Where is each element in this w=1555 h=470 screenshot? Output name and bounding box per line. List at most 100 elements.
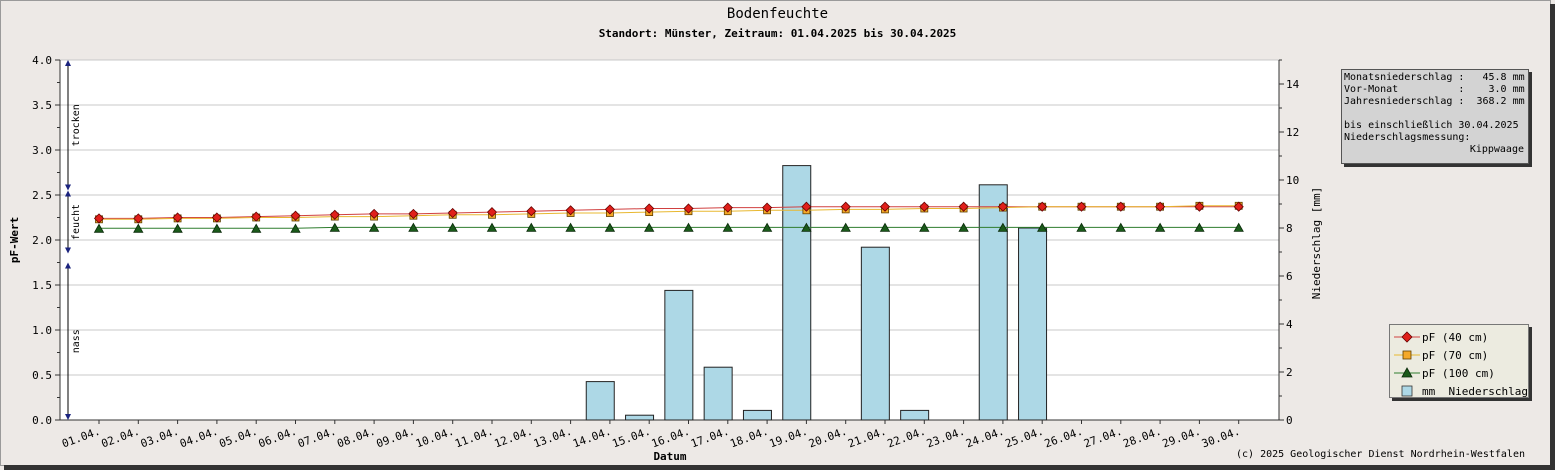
diamond-point <box>1076 201 1087 212</box>
x-tick-label: 28.04. <box>1121 425 1163 451</box>
info-measurement-label: Niederschlagsmessung: <box>1344 132 1471 143</box>
triangle-point <box>997 222 1009 232</box>
diamond-point <box>1155 201 1166 212</box>
y-tick-label: 2.0 <box>32 234 52 247</box>
legend-item-rain: mm Niederschlag <box>1390 383 1528 401</box>
y-tick-label: 4.0 <box>32 54 52 67</box>
triangle-point <box>447 222 458 232</box>
x-tick-label: 16.04. <box>650 425 692 451</box>
triangle-point <box>1076 222 1087 232</box>
diamond-point <box>369 208 380 219</box>
triangle-point <box>93 223 105 233</box>
y2-axis-title: Niederschlag [mm] <box>1310 187 1323 300</box>
precip-bar <box>742 409 772 421</box>
triangle-point <box>840 222 851 232</box>
diamond-point <box>133 213 144 224</box>
y-tick-label: 3.5 <box>32 99 52 112</box>
info-monthly-value: 45.8 mm <box>1482 72 1525 83</box>
triangle-point <box>1115 222 1126 232</box>
triangle-point <box>683 222 694 232</box>
triangle-point <box>958 222 969 232</box>
triangle-point <box>329 222 340 232</box>
x-tick-label: 02.04. <box>100 425 142 451</box>
copyright-text: (c) 2025 Geologischer Dienst Nordrhein-W… <box>1236 449 1525 460</box>
zone-arrow-down-icon <box>65 184 71 191</box>
diamond-point <box>211 212 222 223</box>
chart-legend: pF (40 cm) pF (70 cm) pF (100 cm) mm Nie… <box>1389 324 1529 398</box>
y-tick-label: 0.0 <box>32 414 52 427</box>
diamond-point <box>840 201 851 212</box>
triangle-point <box>879 222 891 232</box>
triangle-point <box>526 222 537 232</box>
diamond-point <box>1115 201 1126 212</box>
zone-label: nass <box>71 329 82 353</box>
diamond-point <box>486 207 498 218</box>
x-tick-label: 18.04. <box>728 425 770 451</box>
triangle-point <box>290 223 301 233</box>
y-axis-title: pF-Wert <box>8 217 21 263</box>
x-tick-label: 13.04. <box>532 425 574 451</box>
x-tick-label: 22.04. <box>886 425 928 451</box>
y-tick-label: 1.5 <box>32 279 52 292</box>
triangle-point <box>761 222 773 232</box>
precip-bar <box>860 246 890 421</box>
diamond-point <box>1194 201 1205 212</box>
precip-bar <box>585 381 615 421</box>
x-tick-label: 12.04. <box>493 425 535 451</box>
info-until: bis einschließlich 30.04.2025 <box>1344 120 1519 131</box>
info-yearly-value: 368.2 mm <box>1476 96 1525 107</box>
diamond-point <box>565 205 576 216</box>
zone-arrow-down-icon <box>65 414 71 420</box>
x-tick-label: 09.04. <box>375 425 417 451</box>
triangle-point <box>368 222 380 232</box>
zone-label: feucht <box>71 204 82 240</box>
diamond-point <box>408 208 419 219</box>
y2-tick-label: 12 <box>1286 126 1299 139</box>
x-tick-label: 25.04. <box>1003 425 1045 451</box>
y-tick-label: 3.0 <box>32 144 52 157</box>
info-prev-month: Vor-Monat : 3.0 mm <box>1344 84 1528 96</box>
x-tick-label: 17.04. <box>689 425 731 451</box>
precip-bar <box>703 366 733 421</box>
x-tick-label: 14.04. <box>571 425 613 451</box>
x-tick-label: 15.04. <box>610 425 652 451</box>
bar-marker-icon <box>1401 385 1413 397</box>
triangle-point <box>722 222 733 232</box>
precip-bar <box>1018 227 1048 421</box>
legend-item-pf100: pF (100 cm) <box>1390 365 1528 383</box>
diamond-point <box>604 204 615 215</box>
diamond-point <box>251 211 262 222</box>
y2-tick-label: 8 <box>1286 222 1293 235</box>
legend-label-pf100: pF (100 cm) <box>1422 367 1495 380</box>
precip-bar <box>664 289 694 421</box>
diamond-point <box>1233 201 1244 212</box>
info-monthly: Monatsniederschlag : 45.8 mm <box>1344 72 1528 84</box>
x-tick-label: 06.04. <box>257 425 299 451</box>
triangle-point <box>801 222 812 232</box>
diamond-point <box>919 201 930 212</box>
y2-tick-label: 4 <box>1286 318 1293 331</box>
triangle-point <box>486 222 498 232</box>
x-tick-label: 20.04. <box>807 425 849 451</box>
triangle-marker-icon <box>1394 367 1420 378</box>
zone-arrow-up-icon <box>65 262 71 269</box>
diamond-point <box>958 201 969 212</box>
x-tick-label: 07.04. <box>296 425 338 451</box>
precip-bar <box>900 409 930 421</box>
diamond-point <box>172 212 183 223</box>
info-prev-month-label: Vor-Monat : <box>1344 84 1465 95</box>
legend-label-pf40: pF (40 cm) <box>1422 331 1489 344</box>
info-prev-month-value: 3.0 mm <box>1488 84 1525 95</box>
y2-tick-label: 10 <box>1286 174 1299 187</box>
triangle-point <box>919 222 930 232</box>
legend-label-pf70: pF (70 cm) <box>1422 349 1489 362</box>
frame-shadow-right <box>1550 4 1555 470</box>
diamond-point <box>997 201 1008 212</box>
y2-tick-label: 6 <box>1286 270 1293 283</box>
triangle-point <box>251 223 262 233</box>
diamond-point <box>1037 201 1048 212</box>
diamond-marker-icon <box>1394 331 1420 343</box>
x-tick-label: 24.04. <box>964 425 1006 451</box>
y2-tick-label: 0 <box>1286 414 1293 427</box>
info-monthly-label: Monatsniederschlag : <box>1344 72 1465 83</box>
